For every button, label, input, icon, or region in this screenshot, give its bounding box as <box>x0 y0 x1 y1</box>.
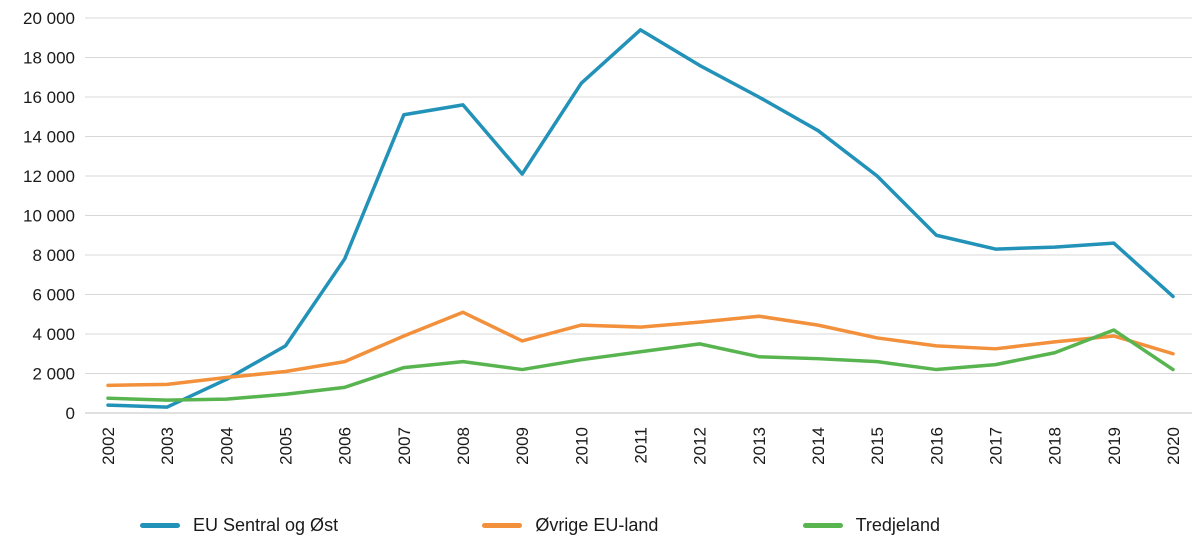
series-line-0 <box>106 28 1175 409</box>
y-tick-label: 6 000 <box>32 286 75 305</box>
x-tick-label: 2015 <box>868 427 887 465</box>
y-tick-label: 10 000 <box>23 207 75 226</box>
x-tick-label: 2007 <box>395 427 414 465</box>
x-tick-label: 2008 <box>454 427 473 465</box>
legend-line-swatch-orange <box>482 523 523 528</box>
x-tick-label: 2009 <box>513 427 532 465</box>
x-tick-label: 2018 <box>1046 427 1065 465</box>
y-tick-label: 12 000 <box>23 167 75 186</box>
y-tick-label: 0 <box>66 404 75 423</box>
x-tick-label: 2010 <box>572 427 591 465</box>
x-tick-label: 2017 <box>987 427 1006 465</box>
y-tick-label: 20 000 <box>23 9 75 28</box>
x-tick-label: 2011 <box>632 427 651 464</box>
chart-legend: EU Sentral og Øst Øvrige EU-land Tredjel… <box>140 515 940 536</box>
y-tick-label: 2 000 <box>32 365 75 384</box>
x-tick-label: 2019 <box>1105 427 1124 465</box>
x-tick-label: 2004 <box>217 427 236 465</box>
x-tick-label: 2014 <box>809 427 828 465</box>
x-tick-label: 2006 <box>336 427 355 465</box>
line-chart-svg: 0 2 000 4 000 6 000 8 000 10 000 12 000 14 000 1… <box>23 9 1192 465</box>
legend-item-ovrige-eu-land: Øvrige EU-land <box>482 515 658 536</box>
x-tick-label: 2016 <box>927 427 946 465</box>
y-tick-label: 4 000 <box>32 325 75 344</box>
y-tick-label: 18 000 <box>23 49 75 68</box>
series-line-1 <box>106 310 1175 388</box>
x-tick-label: 2002 <box>99 427 118 465</box>
x-tick-label: 2003 <box>158 427 177 465</box>
legend-label: Tredjeland <box>855 515 940 535</box>
y-tick-label: 14 000 <box>23 128 75 147</box>
legend-line-swatch-blue <box>140 523 180 528</box>
x-tick-label: 2013 <box>750 427 769 465</box>
y-tick-label: 16 000 <box>23 88 75 107</box>
y-tick-label: 8 000 <box>32 246 75 265</box>
legend-item-eu-sentral-og-ost: EU Sentral og Øst <box>140 515 338 536</box>
x-tick-label: 2012 <box>691 427 710 465</box>
legend-label: EU Sentral og Øst <box>193 515 339 535</box>
x-tick-label: 2005 <box>277 427 296 465</box>
legend-item-tredjeland: Tredjeland <box>802 515 940 536</box>
series-line-2 <box>106 328 1175 402</box>
legend-label: Øvrige EU-land <box>535 515 659 535</box>
x-tick-label: 2020 <box>1164 427 1183 465</box>
legend-line-swatch-green <box>802 523 843 528</box>
